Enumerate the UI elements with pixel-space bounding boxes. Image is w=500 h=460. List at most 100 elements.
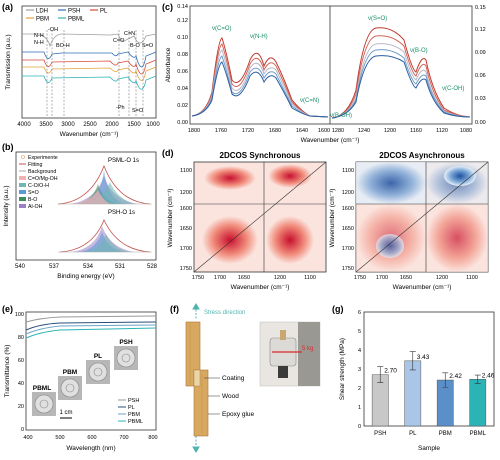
ytick: 0.15 [475, 5, 486, 11]
panel-c-yticks-left: 0.00 0.02 0.04 0.06 0.08 0.10 0.12 0.14 [177, 4, 188, 126]
panel-a-letter: (a) [2, 2, 13, 12]
annot-cn: C=N [124, 31, 135, 37]
panel-g-ylabel: Shear strength (MPa) [339, 338, 346, 400]
ytick: 80 [18, 335, 24, 341]
legend-ldh: LDH [36, 9, 48, 15]
label-wood: Wood [222, 393, 239, 400]
annot-nh: ν(N-H) [250, 34, 268, 40]
ytick: 0.12 [177, 18, 188, 24]
annot-co: ν(C=O) [212, 26, 232, 32]
curve-pbml [25, 327, 157, 339]
ytick: 1100 [342, 168, 354, 174]
panel-b-label-top: PSML-O 1s [108, 158, 139, 164]
annot-coh: ν(C-OH) [442, 86, 464, 92]
ytick: 0.00 [177, 120, 188, 126]
data-label-pbml: 2.46 [482, 372, 495, 379]
panel-c-frame [189, 5, 473, 125]
panel-b-xps: (b) Experimente Fitting Background C=O/M… [0, 140, 160, 282]
photo-label-psh: PSH [119, 339, 133, 346]
data-label-pbm: 2.42 [449, 373, 462, 380]
xtick: 3000 [61, 122, 75, 128]
panel-e-photos [32, 346, 138, 416]
xtick: 1700 [376, 275, 388, 281]
xtick: 1200 [436, 275, 448, 281]
error-bar-pbml [474, 374, 481, 384]
xtick: 800 [148, 435, 157, 441]
ytick: 0.09 [475, 50, 486, 56]
xtick: 537 [49, 264, 60, 270]
panel-e-legend: PSH PL PBM PBML [118, 398, 143, 425]
legend-co-mgoh: C=O/Mg-OH [28, 176, 58, 182]
panel-d-2dcos: (d) 2DCOS Synchronous 2DCOS Asynchronous [160, 146, 500, 294]
xtick: 1080 [460, 128, 472, 134]
panel-b-xticks: 540 537 534 531 528 [15, 264, 158, 270]
panel-d-xticks-left: 1750 1700 1650 1200 1100 [192, 275, 316, 281]
panel-e-curves [25, 315, 157, 339]
xtick: 528 [147, 264, 158, 270]
panel-g-letter: (g) [332, 304, 344, 314]
ytick: 0.02 [177, 103, 188, 109]
legend-pbm: PBM [36, 17, 49, 23]
panel-d-svg: (d) 2DCOS Synchronous 2DCOS Asynchronous [162, 148, 489, 291]
xtick-pl: PL [409, 431, 417, 437]
panel-d-title-async: 2DCOS Asynchronous [379, 151, 465, 160]
xtick: 600 [87, 435, 96, 441]
panel-f-letter: (f) [170, 304, 179, 314]
panel-b-peaks-bottom [58, 218, 152, 253]
xtick: 1700 [214, 275, 226, 281]
legend-psh: PSH [68, 9, 80, 15]
panel-f-photo [259, 321, 321, 387]
ytick: 0.12 [475, 27, 486, 33]
annot-co: C=O [113, 38, 125, 44]
panel-e-letter: (e) [2, 304, 13, 314]
panel-a-legend: LDH PBM PSH PBML PL [26, 9, 108, 23]
ytick: 1750 [342, 266, 354, 272]
panel-a-svg: (a) LDH PBM PSH PBML PL [2, 2, 160, 138]
ytick: 1600 [342, 206, 354, 212]
spectrum-psh [22, 51, 157, 68]
panel-f-shear-setup: (f) Stress direction Coating Wood Epoxy … [168, 300, 328, 455]
panel-f-labels: Coating Wood Epoxy glue [222, 375, 255, 418]
legend-pl: PL [100, 9, 108, 15]
panel-c-xticks: 1800 1760 1720 1680 1640 1600 1280 1240 … [188, 128, 472, 134]
spectrum-pbm [22, 66, 157, 81]
ytick: 1200 [180, 190, 192, 196]
panel-a-annotations: N-H N-H -OH BO-H C=N C=O B-O S=O -Ph S=O [34, 27, 154, 114]
legend-psh: PSH [128, 398, 139, 404]
error-bar-psh [377, 366, 384, 383]
xtick-pbml: PBML [470, 431, 487, 437]
xtick: 1100 [304, 275, 316, 281]
xtick: 1650 [238, 275, 250, 281]
panel-b-ylabel: Intensity (a.u.) [3, 185, 10, 226]
panel-a-frame [21, 5, 157, 119]
annot-cn: ν(C=N) [300, 98, 319, 104]
panel-e-frame [25, 311, 157, 431]
panel-b-svg: (b) Experimente Fitting Background C=O/M… [2, 142, 158, 280]
ytick: 1700 [180, 246, 192, 252]
scale-label: 1 cm [59, 410, 72, 416]
label-epoxy-glue: Epoxy glue [222, 411, 255, 418]
error-bar-pbm [442, 372, 449, 388]
legend-pbm: PBM [128, 412, 140, 418]
curve-pl [25, 321, 157, 331]
panel-f-stress-arrows [192, 303, 200, 453]
panel-g-xlabel: Sample [418, 445, 440, 452]
panel-d-xlabel-right: Wavenumber (cm⁻¹) [393, 284, 452, 291]
annot-so-top: S=O [142, 43, 154, 49]
xtick: 1100 [466, 275, 478, 281]
ytick: 1100 [180, 168, 192, 174]
panel-e-photo-labels: PSH PL PBM PBML [33, 339, 133, 392]
panel-c-annotations: ν(C=O) ν(N-H) ν(C=N) ν(B-OH) ν(S=O) ν(B-… [212, 16, 464, 119]
ytick: 0.14 [177, 4, 188, 10]
panel-d-ylabel-right: Wavenumber (cm⁻¹) [329, 189, 336, 248]
bar-pl [404, 360, 422, 427]
ytick: 1650 [342, 226, 354, 232]
legend-fitting: Fitting [28, 162, 42, 168]
panel-d-yticks-left: 1100 1200 1600 1650 1700 1750 [180, 168, 192, 272]
ytick: 1600 [180, 206, 192, 212]
curve-psh [25, 315, 157, 323]
ytick: 0.06 [475, 73, 486, 79]
ytick: 1750 [180, 266, 192, 272]
panel-c-xlabel: Wavenumber (cm⁻¹) [301, 137, 360, 144]
xtick: 1750 [354, 275, 366, 281]
